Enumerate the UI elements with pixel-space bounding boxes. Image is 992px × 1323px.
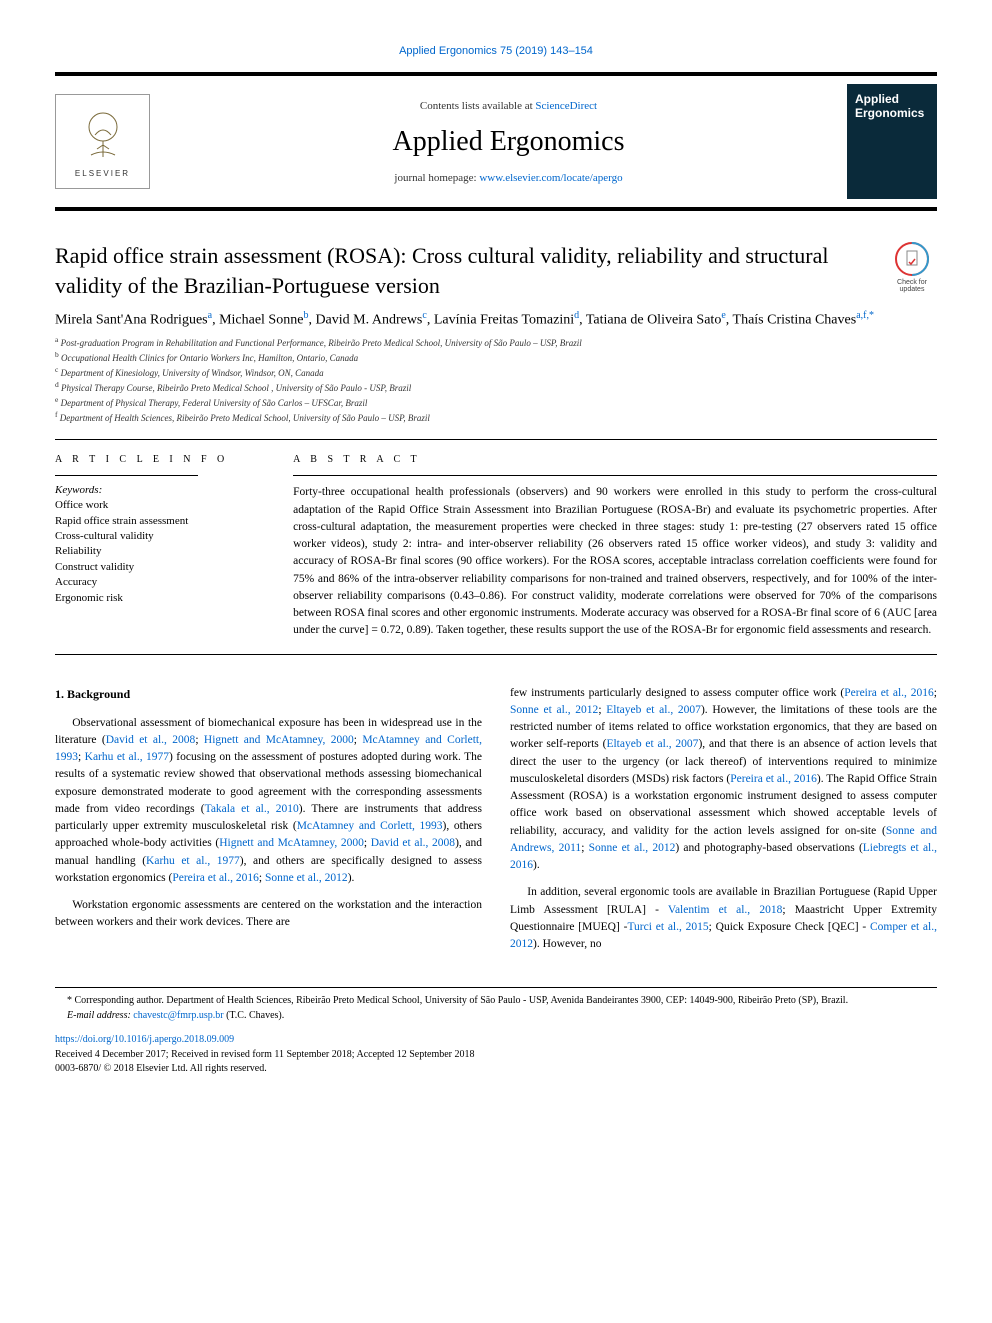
affiliation: e Department of Physical Therapy, Federa… bbox=[55, 395, 937, 410]
keyword-item: Construct validity bbox=[55, 560, 275, 575]
body-col-left: 1. Background Observational assessment o… bbox=[55, 685, 482, 964]
masthead-center: Contents lists available at ScienceDirec… bbox=[170, 100, 847, 184]
info-divider bbox=[55, 475, 198, 476]
elsevier-tree-icon bbox=[73, 105, 133, 165]
masthead: ELSEVIER Contents lists available at Sci… bbox=[55, 72, 937, 211]
contents-prefix: Contents lists available at bbox=[420, 100, 535, 112]
doi-block: https://doi.org/10.1016/j.apergo.2018.09… bbox=[55, 1033, 937, 1077]
keyword-item: Reliability bbox=[55, 544, 275, 559]
email-link[interactable]: chavestc@fmrp.usp.br bbox=[133, 1010, 223, 1021]
page-root: Applied Ergonomics 75 (2019) 143–154 ELS… bbox=[0, 0, 992, 1117]
abstract-divider bbox=[293, 475, 937, 476]
email-line: E-mail address: chavestc@fmrp.usp.br (T.… bbox=[55, 1009, 937, 1024]
copyright-line: 0003-6870/ © 2018 Elsevier Ltd. All righ… bbox=[55, 1063, 267, 1074]
section-heading-background: 1. Background bbox=[55, 685, 482, 703]
affiliation: a Post-graduation Program in Rehabilitat… bbox=[55, 335, 937, 350]
homepage-prefix: journal homepage: bbox=[394, 172, 479, 184]
crossmark-text-1: Check for bbox=[887, 279, 937, 286]
publisher-label: ELSEVIER bbox=[75, 169, 130, 178]
info-abstract-row: A R T I C L E I N F O Keywords: Office w… bbox=[55, 439, 937, 654]
email-label: E-mail address: bbox=[67, 1010, 133, 1021]
crossmark-text-2: updates bbox=[887, 286, 937, 293]
body-paragraph: In addition, several ergonomic tools are… bbox=[510, 884, 937, 953]
affiliations: a Post-graduation Program in Rehabilitat… bbox=[55, 335, 937, 425]
crossmark-icon bbox=[894, 241, 930, 277]
cover-title: Applied Ergonomics bbox=[855, 92, 929, 120]
body-col-right: few instruments particularly designed to… bbox=[510, 685, 937, 964]
journal-cover-thumb: Applied Ergonomics bbox=[847, 84, 937, 199]
body-paragraph: Observational assessment of biomechanica… bbox=[55, 715, 482, 888]
received-line: Received 4 December 2017; Received in re… bbox=[55, 1049, 475, 1060]
keywords-label: Keywords: bbox=[55, 484, 275, 496]
sciencedirect-link[interactable]: ScienceDirect bbox=[535, 100, 597, 112]
publisher-logo: ELSEVIER bbox=[55, 94, 150, 189]
journal-name: Applied Ergonomics bbox=[170, 126, 847, 158]
keyword-item: Accuracy bbox=[55, 575, 275, 590]
homepage-line: journal homepage: www.elsevier.com/locat… bbox=[170, 172, 847, 184]
footnotes: * Corresponding author. Department of He… bbox=[55, 987, 937, 1077]
affiliation: b Occupational Health Clinics for Ontari… bbox=[55, 350, 937, 365]
keyword-item: Rapid office strain assessment bbox=[55, 514, 275, 529]
corresponding-author: * Corresponding author. Department of He… bbox=[55, 994, 937, 1009]
doi-link[interactable]: https://doi.org/10.1016/j.apergo.2018.09… bbox=[55, 1034, 234, 1045]
keywords-list: Office workRapid office strain assessmen… bbox=[55, 498, 275, 606]
keyword-item: Cross-cultural validity bbox=[55, 529, 275, 544]
body-paragraph: few instruments particularly designed to… bbox=[510, 685, 937, 875]
article-title: Rapid office strain assessment (ROSA): C… bbox=[55, 241, 867, 300]
body-paragraph: Workstation ergonomic assessments are ce… bbox=[55, 897, 482, 932]
email-suffix: (T.C. Chaves). bbox=[224, 1010, 285, 1021]
affiliation: c Department of Kinesiology, University … bbox=[55, 365, 937, 380]
abstract-text: Forty-three occupational health professi… bbox=[293, 484, 937, 639]
affiliation: f Department of Health Sciences, Ribeirã… bbox=[55, 410, 937, 425]
article-header: Rapid office strain assessment (ROSA): C… bbox=[55, 241, 937, 300]
citation-line: Applied Ergonomics 75 (2019) 143–154 bbox=[55, 45, 937, 57]
authors-line: Mirela Sant'Ana Rodriguesa, Michael Sonn… bbox=[55, 310, 937, 329]
contents-line: Contents lists available at ScienceDirec… bbox=[170, 100, 847, 112]
body-columns: 1. Background Observational assessment o… bbox=[55, 685, 937, 964]
homepage-link[interactable]: www.elsevier.com/locate/apergo bbox=[479, 172, 622, 184]
keyword-item: Ergonomic risk bbox=[55, 591, 275, 606]
crossmark-badge[interactable]: Check for updates bbox=[887, 241, 937, 293]
article-info-label: A R T I C L E I N F O bbox=[55, 454, 275, 465]
article-info-col: A R T I C L E I N F O Keywords: Office w… bbox=[55, 440, 293, 653]
abstract-col: A B S T R A C T Forty-three occupational… bbox=[293, 440, 937, 653]
affiliation: d Physical Therapy Course, Ribeirão Pret… bbox=[55, 380, 937, 395]
keyword-item: Office work bbox=[55, 498, 275, 513]
abstract-label: A B S T R A C T bbox=[293, 454, 937, 465]
